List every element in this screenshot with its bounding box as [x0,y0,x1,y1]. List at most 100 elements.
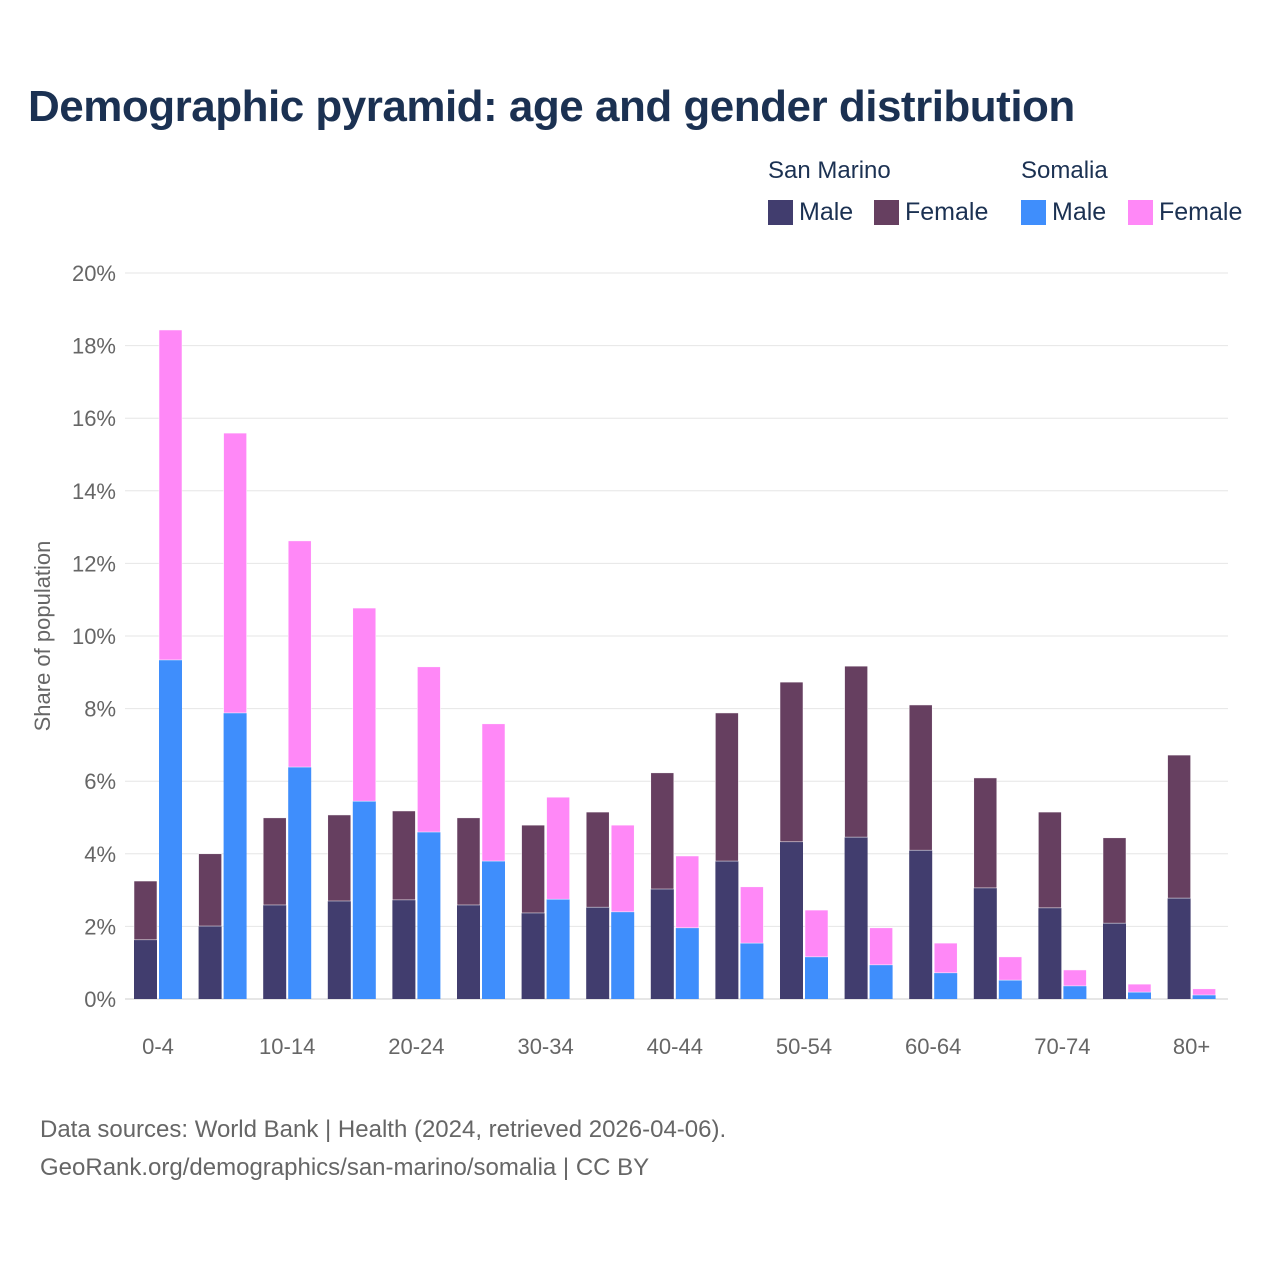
y-tick-label: 4% [84,842,116,867]
bar-somalia-male [1192,995,1216,999]
bar-san-marino-female [650,772,675,890]
legend-item-somalia-male[interactable]: Male [1021,198,1106,227]
bar-somalia-male [417,832,441,999]
bar-somalia-female [158,329,183,661]
bar-somalia-female [1192,988,1216,996]
y-tick-label: 2% [84,914,116,939]
bar-somalia-female [1127,983,1152,993]
bar-somalia-male [611,911,635,999]
bar-somalia-male [998,980,1022,999]
bar-san-marino-female [908,704,933,851]
y-tick-label: 10% [72,624,116,649]
bar-san-marino-female [779,681,804,843]
bar-somalia-female [417,666,441,833]
bar-somalia-male [352,801,376,999]
legend-item-san-marino-female[interactable]: Female [874,198,988,227]
legend-label: Male [1052,198,1107,226]
bar-san-marino-male [780,841,803,999]
bar-somalia-female [933,942,958,974]
bar-somalia-female [869,927,893,966]
x-tick-label: 60-64 [905,1034,961,1059]
y-tick-label: 8% [84,697,116,722]
footer-link[interactable]: GeoRank.org/demographics/san-marino/soma… [40,1154,650,1181]
y-tick-label: 6% [84,769,116,794]
y-tick-label: 16% [72,406,116,431]
chart-title: Demographic pyramid: age and gender dist… [28,82,1075,131]
bar-somalia-female [740,886,764,944]
legend-swatch [768,200,793,225]
legend-item-somalia-female[interactable]: Female [1128,198,1242,227]
bar-san-marino-male [134,939,157,999]
bar-san-marino-male [457,904,480,999]
bar-somalia-female [223,432,247,714]
x-tick-label: 20-24 [388,1034,444,1059]
bar-somalia-male [159,659,182,999]
legend-group-somalia: Somalia [1021,157,1108,184]
bar-somalia-male [675,927,699,999]
legend-label: Male [799,198,854,226]
x-tick-label: 80+ [1173,1034,1210,1059]
bar-somalia-male [1128,992,1151,999]
bar-san-marino-male [1103,923,1126,999]
footer-sources: Data sources: World Bank | Health (2024,… [40,1116,727,1143]
bar-san-marino-male [392,899,416,999]
bar-somalia-male [869,964,893,999]
x-tick-label: 40-44 [647,1034,703,1059]
bar-somalia-male [223,712,247,999]
bar-san-marino-female [198,853,222,927]
legend-label: Female [1159,198,1243,226]
x-tick-label: 0-4 [142,1034,174,1059]
y-tick-label: 18% [72,334,116,359]
bar-somalia-male [805,956,828,999]
bar-san-marino-male [973,887,997,999]
bar-san-marino-female [973,777,998,889]
bar-somalia-female [998,956,1023,981]
bar-san-marino-female [521,824,545,914]
x-tick-label: 70-74 [1034,1034,1090,1059]
bar-somalia-male [1063,985,1087,999]
bar-san-marino-female [715,712,739,862]
bar-san-marino-female [456,817,481,906]
legend-label: Female [905,198,989,226]
bar-somalia-female [481,723,506,862]
bar-san-marino-male [650,889,674,999]
bar-somalia-female [804,909,829,958]
bar-somalia-female [287,540,312,768]
bar-san-marino-male [1167,898,1191,999]
bar-somalia-male [482,861,505,999]
bar-san-marino-male [327,900,351,999]
bar-san-marino-female [844,665,868,838]
bar-somalia-male [934,972,958,999]
legend-swatch [1128,200,1153,225]
x-tick-label: 10-14 [259,1034,315,1059]
y-tick-label: 12% [72,551,116,576]
bar-san-marino-female [133,880,158,941]
y-tick-label: 14% [72,479,116,504]
bar-san-marino-male [844,837,868,999]
y-tick-label: 20% [72,261,116,286]
x-tick-label: 30-34 [517,1034,573,1059]
bar-somalia-female [546,796,570,900]
y-tick-label: 0% [84,987,116,1012]
legend-swatch [874,200,899,225]
bar-san-marino-male [715,861,739,999]
x-tick-label: 50-54 [776,1034,832,1059]
bar-san-marino-male [198,926,222,999]
bar-somalia-female [610,824,635,913]
bar-san-marino-male [1038,907,1062,999]
bar-san-marino-female [392,810,416,901]
bar-san-marino-male [586,907,610,999]
bar-san-marino-female [327,814,352,902]
bar-somalia-female [675,855,700,929]
bar-somalia-female [1063,969,1087,987]
bar-somalia-male [288,767,312,999]
legend-group-san-marino: San Marino [768,157,891,184]
bar-somalia-male [546,899,570,999]
bar-san-marino-female [1167,754,1191,899]
legend-item-san-marino-male[interactable]: Male [768,198,853,227]
bar-san-marino-female [1102,837,1127,924]
bar-san-marino-male [909,850,933,999]
bar-somalia-male [740,943,764,999]
bar-san-marino-female [585,811,610,908]
